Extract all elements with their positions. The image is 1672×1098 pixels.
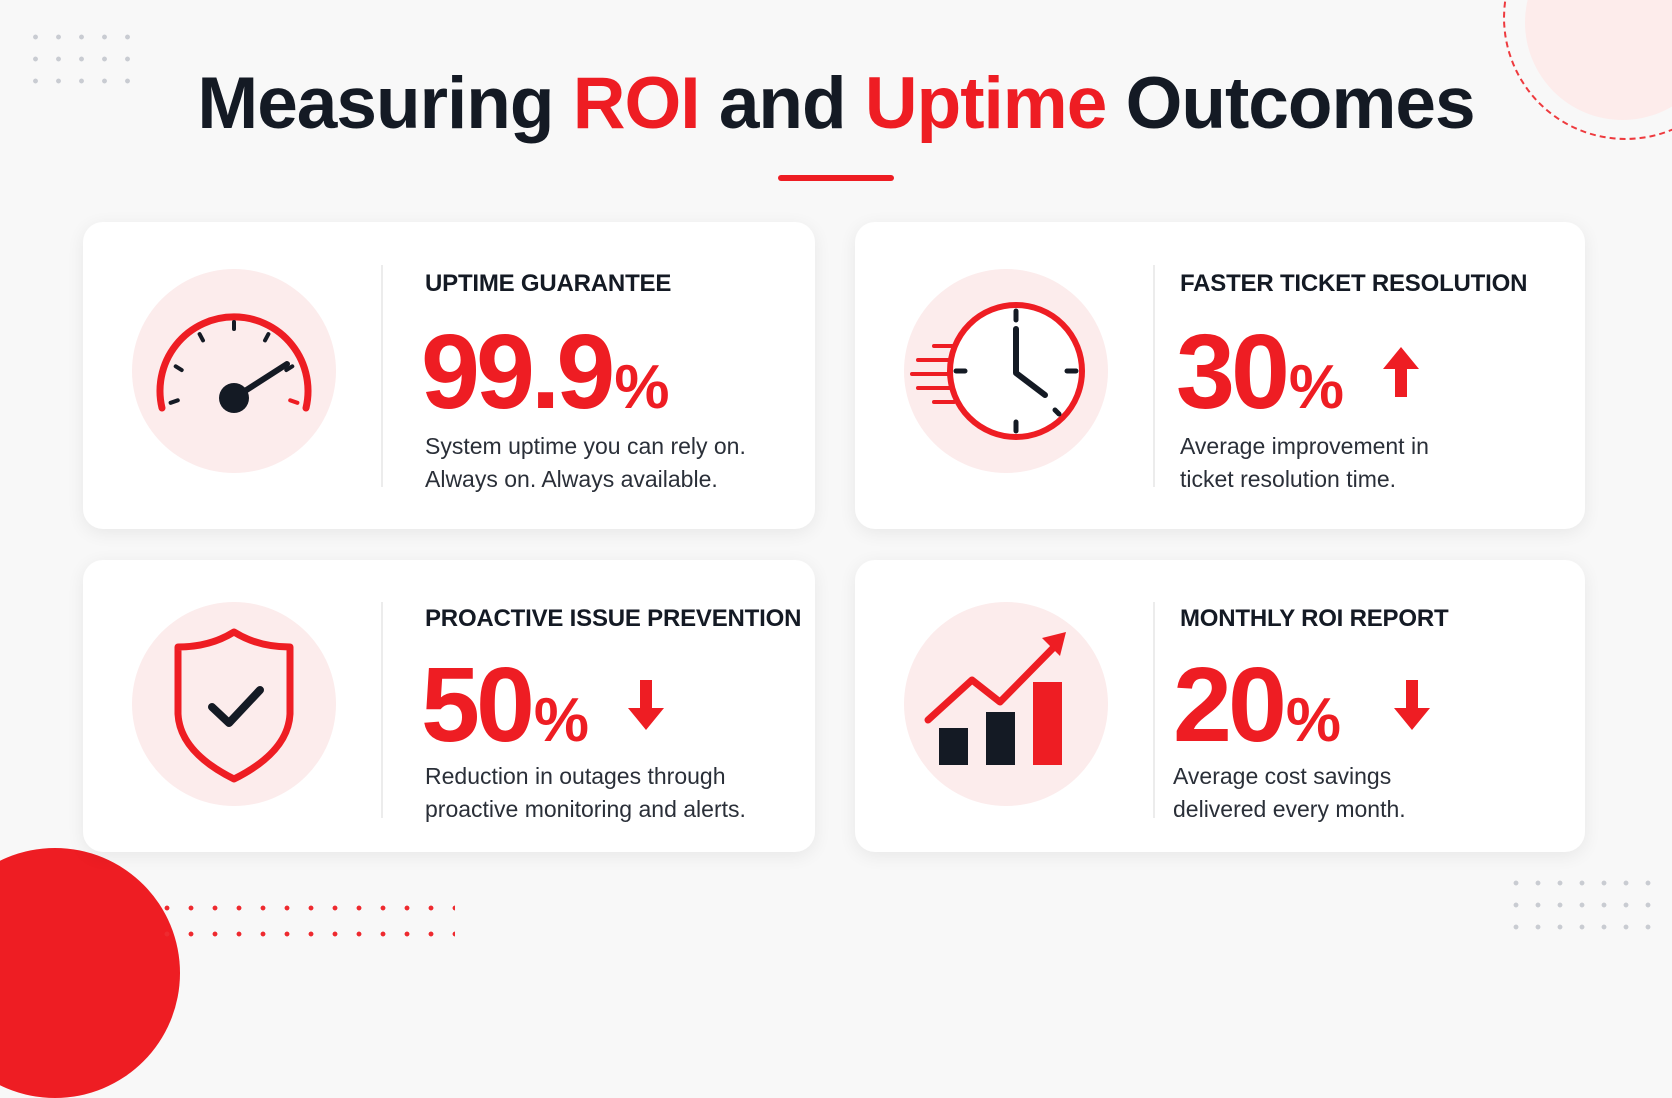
card-label: FASTER TICKET RESOLUTION bbox=[1180, 270, 1528, 297]
value-number: 99.9 bbox=[421, 313, 615, 431]
card-monthly-roi-report: MONTHLY ROI REPORT 20% Average cost savi… bbox=[855, 560, 1585, 852]
card-description: Average cost savings delivered every mon… bbox=[1173, 760, 1406, 826]
decorative-red-dot-grid bbox=[155, 895, 455, 941]
title-text: Measuring bbox=[197, 63, 573, 144]
clock-icon bbox=[904, 269, 1108, 473]
speedometer-icon bbox=[132, 269, 336, 473]
title-highlight-roi: ROI bbox=[572, 63, 701, 144]
card-faster-ticket-resolution: FASTER TICKET RESOLUTION 30% Average imp… bbox=[855, 222, 1585, 529]
shield-check-icon bbox=[132, 602, 336, 806]
arrow-down-icon bbox=[1392, 678, 1432, 737]
growth-chart-icon bbox=[904, 602, 1108, 806]
description-line: Reduction in outages through bbox=[425, 763, 726, 789]
value-unit: % bbox=[1288, 353, 1344, 422]
value-unit: % bbox=[1285, 686, 1341, 755]
card-divider bbox=[381, 265, 383, 487]
card-value: 30% bbox=[1176, 317, 1421, 427]
arrow-down-icon bbox=[626, 678, 666, 737]
card-label: MONTHLY ROI REPORT bbox=[1180, 605, 1449, 632]
card-label: UPTIME GUARANTEE bbox=[425, 270, 672, 297]
description-line: Always on. Always available. bbox=[425, 466, 718, 492]
decorative-dot-grid bbox=[24, 26, 134, 96]
decorative-red-circle bbox=[0, 848, 180, 1098]
card-proactive-issue-prevention: PROACTIVE ISSUE PREVENTION 50% Reduction… bbox=[83, 560, 815, 852]
card-description: Reduction in outages through proactive m… bbox=[425, 760, 746, 826]
card-description: System uptime you can rely on. Always on… bbox=[425, 430, 746, 496]
card-uptime-guarantee: UPTIME GUARANTEE 99.9% System uptime you… bbox=[83, 222, 815, 529]
description-line: delivered every month. bbox=[1173, 796, 1406, 822]
value-number: 20 bbox=[1173, 646, 1287, 764]
value-number: 50 bbox=[421, 646, 535, 764]
decorative-dot-grid bbox=[1505, 872, 1665, 941]
card-description: Average improvement in ticket resolution… bbox=[1180, 430, 1429, 496]
card-label: PROACTIVE ISSUE PREVENTION bbox=[425, 605, 802, 632]
title-highlight-uptime: Uptime bbox=[864, 63, 1107, 144]
title-text: and bbox=[699, 63, 865, 144]
description-line: Average improvement in bbox=[1180, 433, 1429, 459]
value-number: 30 bbox=[1176, 313, 1290, 431]
card-value: 20% bbox=[1173, 650, 1432, 760]
description-line: ticket resolution time. bbox=[1180, 466, 1397, 492]
card-value: 99.9% bbox=[421, 317, 669, 427]
description-line: System uptime you can rely on. bbox=[425, 433, 746, 459]
description-line: Average cost savings bbox=[1173, 763, 1392, 789]
value-unit: % bbox=[533, 686, 589, 755]
arrow-up-icon bbox=[1381, 345, 1421, 404]
title-underline bbox=[778, 175, 894, 181]
card-divider bbox=[1153, 265, 1155, 487]
page-title: Measuring ROI and Uptime Outcomes bbox=[0, 62, 1672, 145]
card-value: 50% bbox=[421, 650, 666, 760]
card-divider bbox=[1153, 602, 1155, 818]
description-line: proactive monitoring and alerts. bbox=[425, 796, 746, 822]
title-text: Outcomes bbox=[1106, 63, 1476, 144]
card-divider bbox=[381, 602, 383, 818]
value-unit: % bbox=[614, 353, 669, 422]
